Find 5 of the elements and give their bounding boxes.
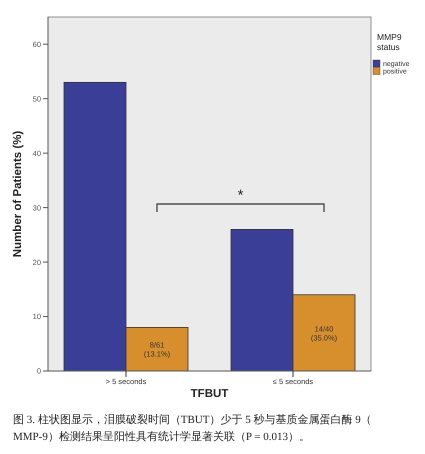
annotation: * [238, 187, 244, 204]
caption: 图 3. 柱状图显示，泪膜破裂时间（TBUT）少于 5 秒与基质金属蛋白酶 9（MMP-9）检测结果呈阳性具有统计学显著关联（P = 0.013）。 [13, 413, 372, 443]
x-axis-title: TFBUT [190, 388, 228, 400]
legend-title: MMP9 status [377, 32, 402, 52]
y-axis-title: Number of Patients (%) [12, 130, 24, 258]
